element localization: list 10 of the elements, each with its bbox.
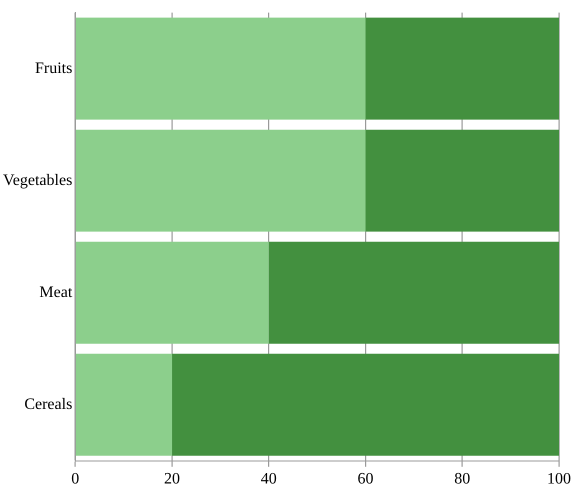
y-tick-label: Vegetables <box>2 172 72 189</box>
x-tick-label: 80 <box>454 470 470 488</box>
y-tick-label: Fruits <box>34 60 72 77</box>
x-tick-label: 60 <box>358 470 374 488</box>
x-tick-label: 40 <box>260 470 277 488</box>
y-tick-label: Meat <box>39 284 73 301</box>
x-tick-label: 100 <box>547 470 571 488</box>
x-tick-label: 0 <box>71 470 80 488</box>
x-tick-label: 20 <box>164 470 180 488</box>
y-tick-label: Cereals <box>24 396 72 413</box>
